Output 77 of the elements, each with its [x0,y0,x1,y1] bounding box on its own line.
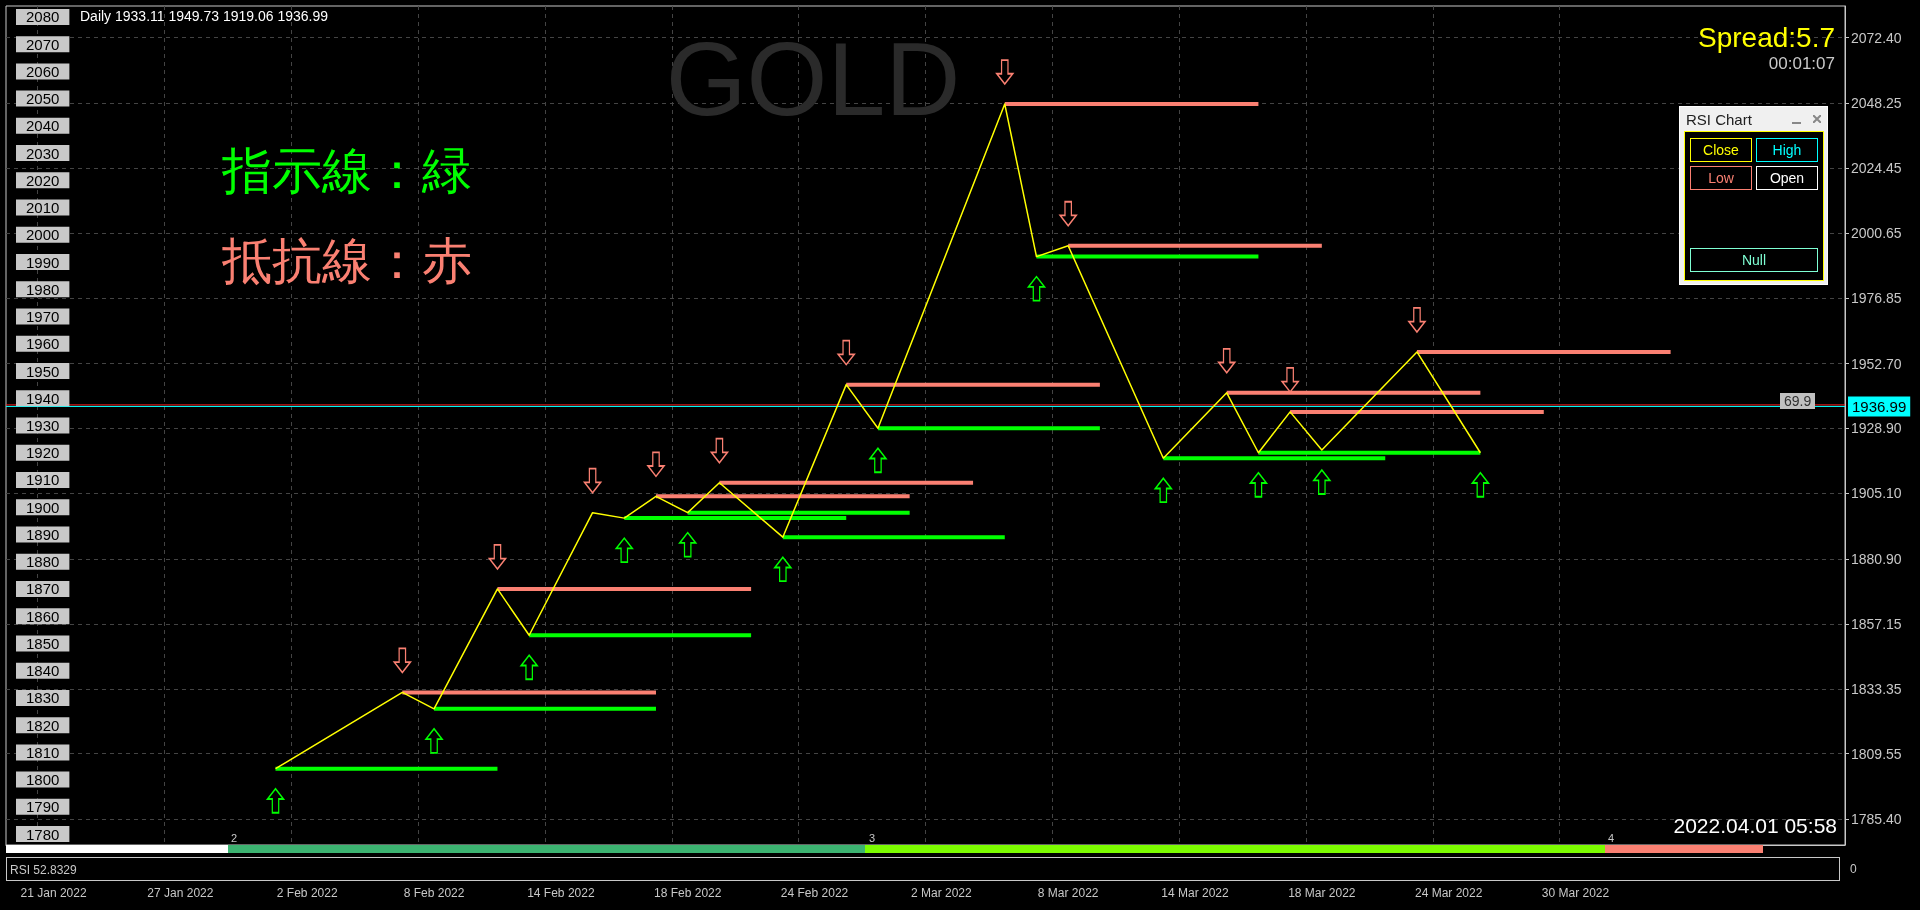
ref-line-label: 1936.99 [1852,397,1907,415]
y2-tick-label: 2000.65 [1851,225,1902,242]
y-tick-label: 1980 [26,280,60,298]
y-tick-label: 2040 [26,117,60,135]
y-tick-label: 1870 [26,580,60,598]
y-tick-label: 2060 [26,62,60,80]
button: Low [1690,166,1752,190]
y2-tick-label: 2024.45 [1851,160,1902,177]
y-tick-label: 1990 [26,253,60,271]
annotation: 抵抗線：赤 [222,232,472,290]
y-tick-label: 1890 [26,525,60,543]
annotation: RSI Chart [1686,111,1752,128]
annotation: Spread:5.7 [1697,22,1835,53]
x-tick-label: 27 Jan 2022 [147,886,214,900]
x-tick-label: 18 Mar 2022 [1288,886,1356,900]
y2-tick-label: 1833.35 [1851,680,1902,697]
y2-tick-label: 1905.10 [1851,485,1902,502]
y2-tick-label: 1952.70 [1851,355,1902,372]
text: RSI 52.8329 [10,863,77,877]
y-tick-label: 1920 [26,444,60,462]
y-tick-label: 2030 [26,144,60,162]
x-tick-label: 21 Jan 2022 [20,886,87,900]
button: Open [1756,166,1818,190]
x-tick-label: 14 Feb 2022 [527,886,595,900]
y-tick-label: 1940 [26,389,60,407]
rsi-panel: RSI Chart Close High Low Open Null [1679,106,1828,285]
x-tick-label: 30 Mar 2022 [1541,886,1610,900]
y-tick-label: 1910 [26,471,60,489]
y2-tick-label: 1880.90 [1851,551,1902,568]
y-tick-label: 1800 [26,771,60,789]
x-tick-label: 2 Feb 2022 [276,886,338,900]
y-tick-label: 1960 [26,335,60,353]
y-tick-label: 1860 [26,607,60,625]
x-tick-label: 24 Mar 2022 [1414,886,1483,900]
y-tick-label: 2000 [26,226,60,244]
y-tick-label: 2050 [26,90,60,108]
annotation: 69.9 [1780,393,1816,409]
annotation: 4 [1608,832,1615,844]
button: Null [1690,248,1818,272]
x-tick-label: 8 Mar 2022 [1037,886,1099,900]
button: Close [1690,138,1752,162]
button: High [1756,138,1818,162]
y-tick-label: 1840 [26,662,60,680]
annotation: 3 [869,832,876,844]
y-tick-label: 1930 [26,417,60,434]
y-tick-label: 1790 [26,798,60,816]
annotation: 00:01:07 [1767,54,1835,73]
y-tick-label: 1950 [26,362,60,380]
y-tick-label: 2070 [26,35,60,53]
x-tick-label: 14 Mar 2022 [1161,886,1230,900]
y-tick-label: 1820 [26,716,60,734]
y-tick-label: 1780 [26,825,60,843]
y2-tick-label: 1857.15 [1851,615,1902,632]
y-tick-label: 2080 [26,8,60,26]
annotation: 2 [231,832,238,844]
annotation: 2022.04.01 05:58 [1673,814,1837,837]
y2-tick-label: 1976.85 [1851,289,1902,306]
x-tick-label: 18 Feb 2022 [654,886,722,900]
y2-tick-label: 1928.90 [1851,420,1902,437]
annotation: 指示線：緑 [222,142,472,200]
y2-tick-label: 2072.40 [1851,29,1902,46]
x-tick-label: 24 Feb 2022 [780,886,849,900]
x-tick-label: 2 Mar 2022 [911,886,973,900]
y2-tick-label: 1809.55 [1851,745,1902,762]
y-tick-label: 1850 [26,634,60,652]
y-tick-label: 2010 [26,199,60,217]
y-tick-label: 1880 [26,553,60,571]
text: 0 [1850,862,1857,876]
y-tick-label: 1830 [26,689,60,707]
y-tick-label: 1810 [26,743,60,761]
y2-tick-label: 2048.25 [1851,95,1902,112]
annotation: Daily 1933.11 1949.73 1919.06 1936.99 [80,8,329,24]
y-tick-label: 2020 [26,171,60,189]
y2-tick-label: 1785.40 [1851,811,1902,828]
x-tick-label: 8 Feb 2022 [403,886,465,900]
y-tick-label: 1900 [26,498,60,516]
y-tick-label: 1970 [26,308,60,326]
